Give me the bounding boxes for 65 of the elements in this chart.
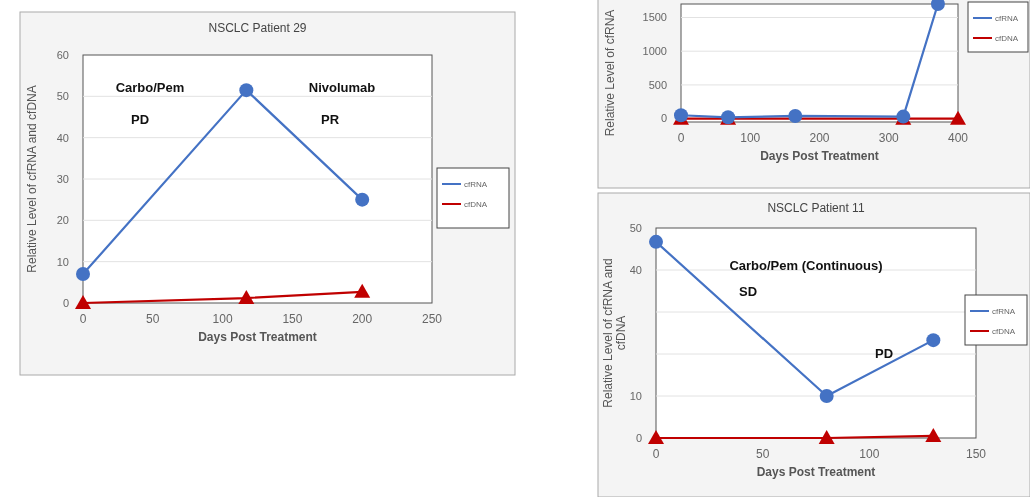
y-tick-label: 50	[629, 221, 642, 234]
y-tick-label: 60	[56, 48, 69, 61]
point	[239, 83, 254, 98]
y-tick-label: 0	[660, 112, 667, 125]
annotation: PR	[320, 112, 340, 127]
legend-label: cfDNA	[995, 33, 1019, 43]
annotation: Nivolumab	[308, 80, 376, 95]
y-tick-label: 0	[62, 296, 69, 309]
point	[950, 110, 966, 125]
x-tick-label: 100	[740, 131, 761, 145]
x-tick-label: 200	[809, 131, 830, 145]
legend-label: cfRNA	[464, 179, 488, 189]
annotation: PD	[874, 346, 894, 361]
point	[355, 192, 370, 207]
annotation: PD	[130, 112, 150, 127]
x-tick-label: 150	[965, 447, 987, 461]
annotation: SD	[738, 284, 758, 299]
point	[925, 427, 942, 442]
x-tick-label: 0	[79, 312, 87, 326]
y-tick-label: 1500	[642, 11, 667, 24]
y-tick-label: 40	[56, 131, 69, 144]
annotation: Carbo/Pem (Continuous)	[729, 258, 883, 273]
x-axis-title: Days Post Treatment	[760, 149, 879, 163]
y-axis-title: Relative Level of cfRNA and cfDNA	[601, 258, 628, 408]
y-tick-label: 0	[635, 431, 642, 444]
x-tick-label: 50	[146, 312, 160, 326]
point	[819, 389, 834, 403]
legend-label: cfRNA	[995, 13, 1019, 23]
y-tick-label: 10	[629, 389, 642, 402]
y-axis-title: Relative Level of cfRNA and cfDNA	[25, 85, 39, 273]
legend-label: cfDNA	[992, 326, 1016, 336]
legend-label: cfDNA	[464, 199, 488, 209]
point	[649, 234, 663, 249]
y-tick-label: 40	[629, 263, 642, 276]
x-tick-label: 250	[421, 312, 443, 326]
point	[648, 430, 664, 444]
x-axis-title: Days Post Treatment	[756, 465, 876, 479]
x-tick-label: 50	[755, 447, 770, 461]
chart-title: NSCLC Patient 11	[767, 201, 865, 215]
y-tick-label: 500	[648, 78, 667, 91]
point	[76, 267, 90, 282]
x-tick-label: 400	[947, 131, 969, 145]
y-axis-title: Relative Level of cfRNA	[603, 9, 617, 137]
point	[238, 290, 255, 305]
point	[788, 108, 803, 123]
point	[930, 0, 945, 11]
point	[818, 430, 835, 444]
point	[354, 283, 371, 298]
x-tick-label: 150	[282, 312, 303, 326]
x-tick-label: 200	[352, 312, 373, 326]
x-tick-label: 100	[212, 312, 233, 326]
x-tick-label: 100	[859, 447, 880, 461]
chart-title: NSCLC Patient 29	[208, 21, 307, 35]
x-axis-title: Days Post Treatment	[198, 330, 317, 344]
y-tick-label: 10	[56, 255, 69, 268]
x-tick-label: 0	[677, 131, 685, 145]
point	[926, 333, 941, 348]
y-tick-label: 50	[56, 90, 69, 103]
legend-label: cfRNA	[992, 306, 1016, 316]
y-tick-label: 20	[56, 214, 69, 227]
y-tick-label: 1000	[642, 45, 667, 58]
y-tick-label: 30	[56, 172, 69, 185]
point	[75, 295, 91, 309]
annotation: Carbo/Pem	[115, 80, 185, 95]
x-tick-label: 300	[878, 131, 900, 145]
